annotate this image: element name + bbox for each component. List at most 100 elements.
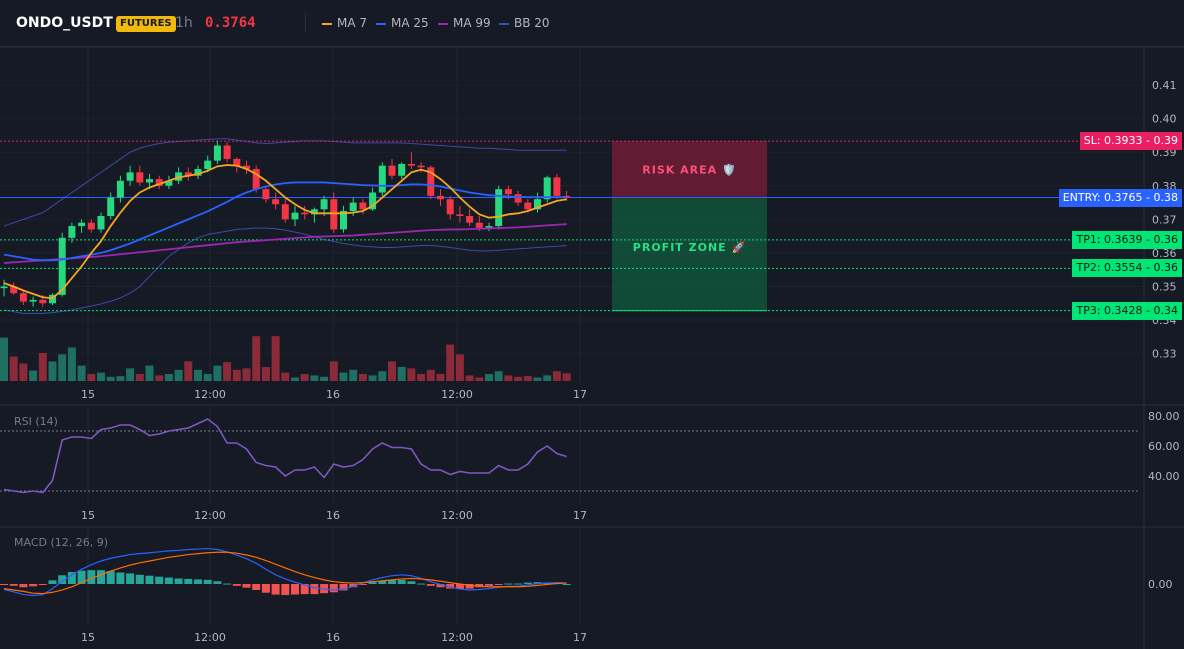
- candle: [243, 160, 250, 175]
- candle: [19, 291, 27, 305]
- volume-bar: [77, 365, 86, 381]
- tp2-price-tag[interactable]: TP2: 0.3554 - 0.36: [1072, 259, 1182, 278]
- candle-body: [19, 293, 27, 302]
- macd-histogram-bar: [87, 570, 96, 584]
- tp1-tag-label: TP1: 0.3639: [1076, 232, 1143, 246]
- candle-body: [475, 222, 483, 228]
- candle-body: [262, 189, 270, 200]
- candle: [184, 167, 192, 181]
- candle: [427, 165, 435, 200]
- volume-bar: [164, 374, 173, 381]
- legend-ma25[interactable]: MA 25: [376, 16, 429, 30]
- macd-histogram-bar: [329, 584, 338, 593]
- tp1-price-tag[interactable]: TP1: 0.3639 - 0.36: [1072, 230, 1182, 249]
- volume-bar: [523, 376, 532, 381]
- volume-bar: [0, 337, 8, 381]
- price-tick-label: 0.37: [1152, 213, 1177, 226]
- entry-tag-label: ENTRY: 0.3765: [1062, 190, 1143, 204]
- macd-histogram-bar: [106, 571, 115, 584]
- candle-body: [58, 237, 66, 295]
- price-tick-label: 0.41: [1152, 79, 1177, 92]
- candle: [262, 185, 270, 203]
- tp2-tag-sep: -: [1142, 261, 1154, 275]
- candle: [437, 189, 444, 206]
- volume-bar: [116, 376, 125, 381]
- legend-ma7[interactable]: MA 7: [322, 16, 367, 30]
- tp3-price-tag[interactable]: TP3: 0.3428 - 0.34: [1072, 301, 1182, 320]
- volume-bar: [155, 375, 164, 381]
- candle: [204, 155, 212, 173]
- candle: [514, 190, 522, 206]
- bb-lower-band: [3, 227, 567, 314]
- candle: [10, 282, 18, 295]
- volume-bar: [203, 374, 212, 381]
- candle: [272, 192, 280, 210]
- candle-body: [417, 165, 425, 168]
- macd-histogram-bar: [514, 583, 523, 585]
- volume-bar: [87, 374, 96, 381]
- candle: [175, 167, 183, 185]
- candle: [87, 219, 95, 233]
- candle: [388, 158, 396, 180]
- volume-bar: [261, 367, 270, 381]
- macd-title: MACD (12, 26, 9): [14, 536, 108, 549]
- macd-histogram-bar: [475, 584, 484, 588]
- candle-body: [330, 199, 338, 230]
- volume-bar: [339, 372, 348, 381]
- candle: [213, 140, 221, 164]
- volume-bar: [397, 367, 406, 381]
- volume-bar: [358, 374, 367, 381]
- candle-body: [29, 299, 37, 302]
- candle: [534, 192, 541, 213]
- rsi-tick-label: 80.00: [1148, 410, 1180, 423]
- candle-body: [543, 177, 551, 200]
- candle-body: [39, 299, 47, 304]
- volume-bar: [213, 365, 222, 381]
- time-axis-label: 17: [573, 388, 587, 401]
- timeframe[interactable]: 1h: [175, 15, 193, 31]
- volume-bar: [242, 368, 251, 381]
- rsi-tick-label: 60.00: [1148, 440, 1180, 453]
- candle-body: [184, 172, 192, 176]
- candle-body: [359, 202, 367, 210]
- candle-body: [165, 180, 173, 186]
- volume-bar: [455, 354, 464, 381]
- candle: [495, 185, 503, 230]
- candle: [340, 205, 347, 233]
- time-axis-label: 12:00: [194, 631, 226, 644]
- profit-zone: [612, 197, 767, 311]
- ma99-line: [3, 223, 567, 264]
- candle-body: [87, 222, 95, 230]
- macd-histogram-bar: [242, 584, 251, 588]
- macd-histogram-bar: [426, 584, 435, 586]
- candle-body: [10, 286, 18, 294]
- sl-price-tag[interactable]: SL: 0.3933 - 0.39: [1079, 132, 1182, 151]
- candle-body: [446, 199, 454, 215]
- candle: [407, 152, 415, 170]
- time-axis-label: 16: [326, 388, 340, 401]
- volume-bar: [97, 372, 105, 381]
- candle: [252, 165, 260, 193]
- macd-histogram-bar: [494, 584, 503, 585]
- macd-histogram-bar: [523, 582, 532, 584]
- volume-bar: [426, 369, 435, 381]
- macd-histogram-bar: [397, 579, 406, 584]
- entry-price-tag[interactable]: ENTRY: 0.3765 - 0.38: [1058, 188, 1182, 207]
- rsi-title: RSI (14): [14, 415, 58, 428]
- symbol-name[interactable]: ONDO_USDT: [16, 15, 113, 31]
- macd-histogram-bar: [291, 584, 299, 595]
- volume-bar: [145, 365, 154, 381]
- macd-histogram-bar: [203, 579, 212, 584]
- volume-bar: [58, 354, 67, 381]
- legend-ma99[interactable]: MA 99: [438, 16, 491, 30]
- legend-bb20[interactable]: BB 20: [499, 16, 550, 30]
- rsi-line: [3, 418, 567, 494]
- macd-histogram-bar: [126, 573, 135, 584]
- volume-bar: [320, 376, 329, 381]
- rsi-tick-label: 40.00: [1148, 470, 1180, 483]
- candle: [281, 199, 289, 223]
- candle-body: [495, 189, 503, 227]
- time-axis-label: 15: [81, 388, 95, 401]
- macd-histogram-bar: [164, 577, 173, 584]
